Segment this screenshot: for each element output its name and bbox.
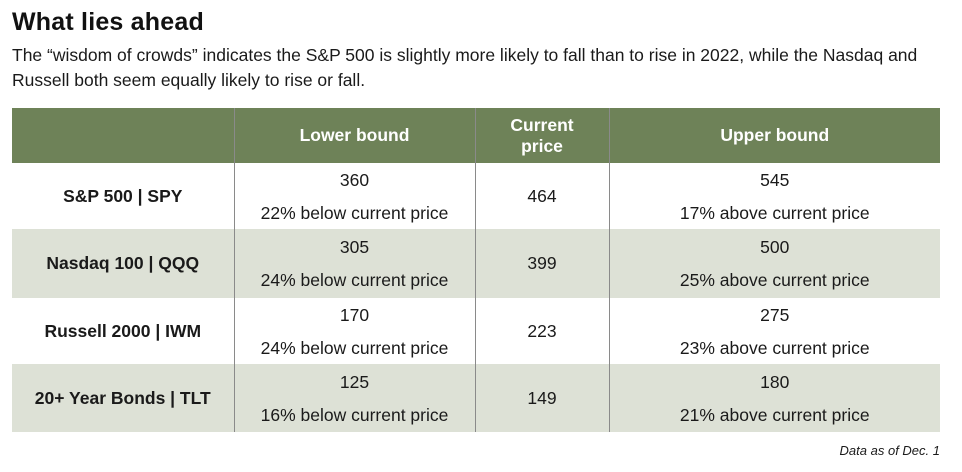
current-price-value: 464 [474, 163, 609, 229]
upper-bound-note: 25% above current price [679, 270, 870, 290]
upper-bound-cell: 180 21% above current price [608, 364, 940, 432]
header-current-price-label: Current price [510, 114, 574, 156]
header-cell-lower-bound: Lower bound [233, 108, 475, 163]
upper-bound-cell: 275 23% above current price [608, 298, 940, 364]
header-cell-upper-bound: Upper bound [608, 108, 940, 163]
lower-bound-note: 24% below current price [260, 337, 449, 358]
table-row: S&P 500 | SPY 360 22% below current pric… [12, 163, 940, 229]
row-label: S&P 500 | SPY [63, 185, 183, 206]
table-row: Russell 2000 | IWM 170 24% below current… [12, 298, 940, 364]
lower-bound-value: 305 [339, 237, 370, 257]
current-price-value: 223 [474, 298, 609, 364]
upper-bound-value: 180 [760, 371, 790, 392]
upper-bound-value: 500 [760, 237, 790, 257]
lower-bound-cell: 360 22% below current price [233, 163, 475, 229]
upper-bound-note: 21% above current price [679, 404, 870, 425]
table-header-row: Lower bound Current price Upper bound [12, 108, 940, 163]
footnote: Data as of Dec. 1 [839, 443, 940, 458]
header-cell-current-price: Current price [474, 108, 609, 163]
lower-bound-cell: 305 24% below current price [233, 229, 475, 298]
table-row: Nasdaq 100 | QQQ 305 24% below current p… [12, 229, 940, 298]
lower-bound-note: 22% below current price [260, 202, 449, 223]
lower-bound-note: 24% below current price [260, 270, 449, 290]
lower-bound-cell: 170 24% below current price [233, 298, 475, 364]
row-label: Nasdaq 100 | QQQ [12, 229, 234, 298]
current-price-value: 149 [474, 364, 609, 432]
bounds-table: Lower bound Current price Upper bound S&… [12, 108, 940, 432]
upper-bound-note: 17% above current price [679, 202, 870, 223]
row-label: Russell 2000 | IWM [44, 320, 202, 341]
upper-bound-value: 545 [760, 169, 790, 190]
upper-bound-note: 23% above current price [679, 337, 870, 358]
lower-bound-value: 360 [339, 169, 370, 190]
lower-bound-note: 16% below current price [260, 404, 449, 425]
upper-bound-value: 275 [760, 304, 790, 325]
lower-bound-cell: 125 16% below current price [233, 364, 475, 432]
page-subtitle: The “wisdom of crowds” indicates the S&P… [12, 45, 918, 90]
upper-bound-cell: 500 25% above current price [608, 229, 940, 298]
row-label: 20+ Year Bonds | TLT [12, 364, 234, 432]
page-title: What lies ahead [12, 8, 204, 36]
table-row: 20+ Year Bonds | TLT 125 16% below curre… [12, 364, 940, 432]
lower-bound-value: 125 [339, 371, 370, 392]
header-cell-asset [12, 108, 234, 163]
current-price-value: 399 [474, 229, 609, 298]
lower-bound-value: 170 [339, 304, 370, 325]
upper-bound-cell: 545 17% above current price [608, 163, 940, 229]
